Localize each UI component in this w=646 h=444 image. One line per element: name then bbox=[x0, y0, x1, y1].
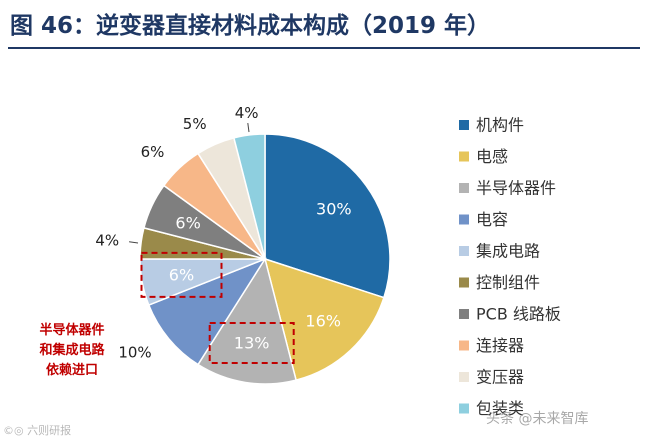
slice-label-变压器: 5% bbox=[183, 115, 207, 133]
watermark-left: ©◎ 六则研报 bbox=[3, 424, 72, 437]
legend-swatch-电容 bbox=[459, 214, 469, 225]
annotation-line: 依赖进口 bbox=[46, 362, 98, 378]
leader-line-控制组件 bbox=[129, 241, 139, 244]
legend-label-变压器: 变压器 bbox=[476, 368, 524, 387]
slice-label-集成电路: 6% bbox=[169, 265, 194, 284]
highlight-box-集成电路 bbox=[140, 251, 223, 298]
slice-label-半导体器件: 13% bbox=[234, 334, 270, 353]
pie-slice-电感 bbox=[263, 257, 385, 381]
pie-slice-半导体器件 bbox=[196, 257, 298, 385]
legend-label-控制组件: 控制组件 bbox=[476, 273, 540, 292]
leader-line-包装类 bbox=[247, 123, 250, 133]
pie-slice-电容 bbox=[147, 257, 267, 366]
legend-label-连接器: 连接器 bbox=[476, 336, 524, 355]
slice-label-机构件: 30% bbox=[316, 200, 352, 219]
legend-swatch-变压器 bbox=[459, 372, 469, 382]
highlight-box-半导体器件 bbox=[208, 322, 295, 364]
slice-label-控制组件: 4% bbox=[95, 232, 119, 250]
legend-label-电容: 电容 bbox=[476, 210, 508, 229]
slice-label-包装类: 4% bbox=[235, 104, 259, 122]
legend-swatch-pcb-线路板 bbox=[459, 309, 469, 319]
legend-label-机构件: 机构件 bbox=[476, 116, 524, 135]
legend-swatch-电感 bbox=[459, 151, 469, 162]
slice-label-pcb-线路板: 6% bbox=[175, 213, 200, 232]
slice-label-连接器: 6% bbox=[141, 143, 165, 161]
annotation-line: 半导体器件 bbox=[39, 322, 104, 338]
import-dependency-annotation: 半导体器件和集成电路依赖进口 bbox=[39, 322, 105, 378]
legend-label-pcb-线路板: PCB 线路板 bbox=[476, 305, 561, 324]
pie-chart: 30%16%13%6%6% 10%4%6%5%4% 机构件电感半导体器件电容集成… bbox=[39, 104, 561, 418]
title-underline bbox=[8, 47, 640, 49]
pie-slice-包装类 bbox=[232, 133, 266, 260]
slice-label-电感: 16% bbox=[305, 312, 341, 331]
legend-label-半导体器件: 半导体器件 bbox=[476, 179, 556, 198]
legend-swatch-连接器 bbox=[459, 340, 469, 351]
legend-label-电感: 电感 bbox=[476, 147, 508, 166]
slice-outer-labels: 10% 4% 6% 5% 4% bbox=[95, 104, 258, 362]
figure-title: 图 46：逆变器直接材料成本构成（2019 年） bbox=[10, 13, 491, 39]
slice-value-labels: 30% 16% 13% 6% 6% bbox=[169, 200, 352, 353]
highlight-boxes bbox=[140, 251, 295, 364]
watermark-right: 头条 @未来智库 bbox=[486, 411, 589, 427]
legend-swatch-半导体器件 bbox=[459, 183, 469, 193]
legend-swatch-集成电路 bbox=[459, 246, 469, 256]
legend-swatch-机构件 bbox=[459, 120, 469, 130]
legend-label-包装类: 包装类 bbox=[476, 399, 524, 418]
annotation-line: 和集成电路 bbox=[39, 342, 105, 358]
pie-slice-机构件 bbox=[264, 133, 391, 299]
slice-label-电容: 10% bbox=[118, 344, 151, 362]
legend-swatch-控制组件 bbox=[459, 277, 469, 288]
pie-slices bbox=[139, 133, 391, 385]
legend-swatch-包装类 bbox=[459, 403, 469, 414]
legend-label-集成电路: 集成电路 bbox=[476, 242, 540, 261]
